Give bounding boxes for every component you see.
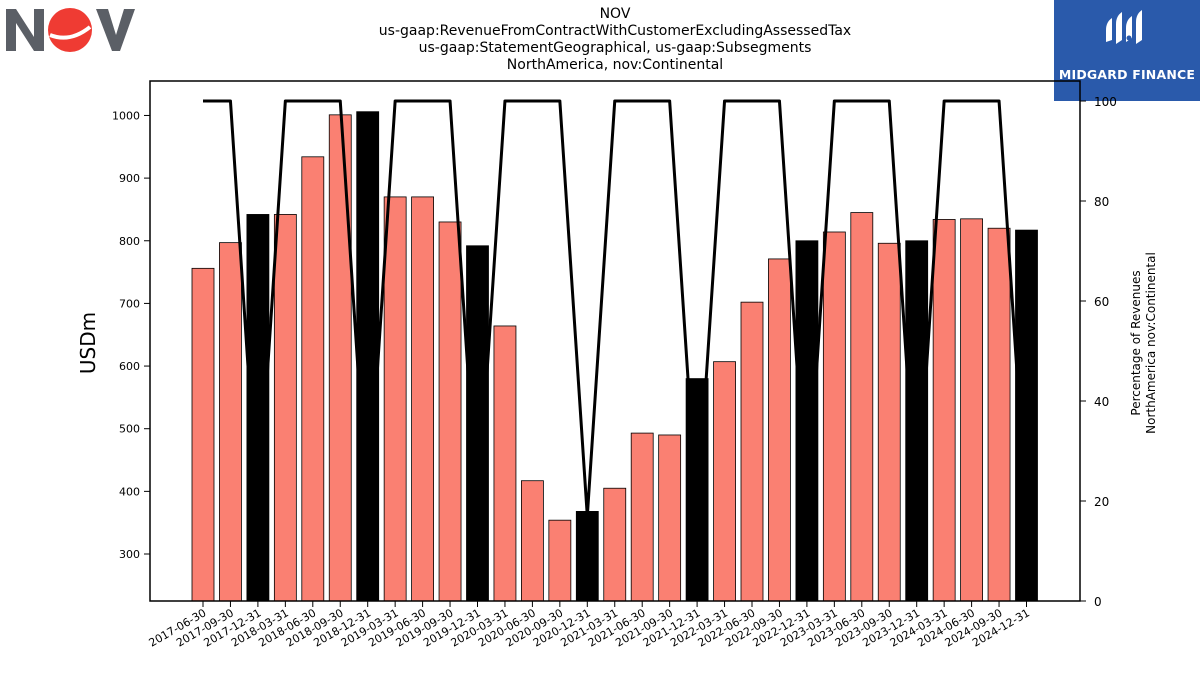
bar-2019-09-30 bbox=[438, 221, 462, 602]
bar-2021-03-31 bbox=[603, 487, 627, 602]
bar-2023-03-31 bbox=[822, 231, 846, 602]
bar-2018-09-30 bbox=[328, 114, 352, 602]
bar-2021-09-30 bbox=[658, 434, 682, 602]
bar-2020-09-30 bbox=[548, 519, 572, 602]
bar-2019-12-31 bbox=[466, 245, 489, 602]
bar-2019-03-31 bbox=[383, 196, 407, 602]
title-line-2: us-gaap:RevenueFromContractWithCustomerE… bbox=[378, 23, 852, 39]
bar-2018-03-31 bbox=[273, 214, 297, 602]
bar-2023-09-30 bbox=[877, 242, 901, 602]
y-tick-label-1000: 1000 bbox=[112, 109, 140, 122]
y2-tick-label-100: 100 bbox=[1094, 95, 1117, 109]
y-tick-label-700: 700 bbox=[119, 297, 140, 310]
y-tick-label-500: 500 bbox=[119, 423, 140, 436]
y2-tick-label-0: 0 bbox=[1094, 595, 1102, 609]
y-tick-label-600: 600 bbox=[119, 360, 140, 373]
title-line-3: us-gaap:StatementGeographical, us-gaap:S… bbox=[418, 40, 812, 56]
bar-2022-06-30 bbox=[740, 301, 764, 602]
y2-tick-label-20: 20 bbox=[1094, 495, 1109, 509]
midgard-finance-logo: MIDGARD FINANCE bbox=[1054, 0, 1200, 101]
y-tick-label-900: 900 bbox=[119, 172, 140, 185]
y2-tick-label-80: 80 bbox=[1094, 195, 1109, 209]
title-line-4: NorthAmerica, nov:Continental bbox=[506, 57, 724, 73]
percentage-line bbox=[203, 99, 1028, 518]
nov-logo bbox=[6, 8, 135, 52]
chart-title: NOV us-gaap:RevenueFromContractWithCusto… bbox=[300, 6, 930, 74]
y2-tick-label-60: 60 bbox=[1094, 295, 1109, 309]
title-line-1: NOV bbox=[599, 6, 631, 22]
bar-2017-06-30 bbox=[191, 267, 215, 602]
bar-2024-03-31 bbox=[932, 219, 956, 602]
bar-2020-03-31 bbox=[493, 325, 517, 602]
bar-2017-09-30 bbox=[219, 242, 242, 602]
y2-tick-label-40: 40 bbox=[1094, 395, 1109, 409]
percentage-line-layer bbox=[203, 99, 1028, 518]
bar-2018-06-30 bbox=[301, 156, 325, 602]
midgard-finance-label: MIDGARD FINANCE bbox=[1058, 67, 1196, 82]
bar-2024-06-30 bbox=[960, 218, 983, 602]
bar-2022-03-31 bbox=[713, 361, 736, 602]
bars-layer bbox=[191, 111, 1038, 602]
bar-2020-12-31 bbox=[575, 511, 599, 602]
bar-2023-06-30 bbox=[850, 212, 874, 602]
y2-axis-label-line-1: Percentage of Revenues bbox=[1129, 270, 1143, 415]
y-tick-label-300: 300 bbox=[119, 548, 140, 561]
bar-2024-09-30 bbox=[987, 227, 1011, 602]
bar-2018-12-31 bbox=[356, 111, 380, 602]
y2-axis-label-line-2: NorthAmerica nov:Continental bbox=[1144, 252, 1158, 434]
bar-2020-06-30 bbox=[521, 480, 544, 602]
midgard-emblem-icon bbox=[1106, 10, 1142, 44]
y-tick-label-400: 400 bbox=[119, 485, 140, 498]
bar-2022-09-30 bbox=[768, 258, 791, 602]
y-tick-label-800: 800 bbox=[119, 235, 140, 248]
y-axis-label: USDm bbox=[76, 312, 100, 374]
bar-2021-06-30 bbox=[630, 432, 654, 602]
bar-2019-06-30 bbox=[411, 196, 435, 602]
